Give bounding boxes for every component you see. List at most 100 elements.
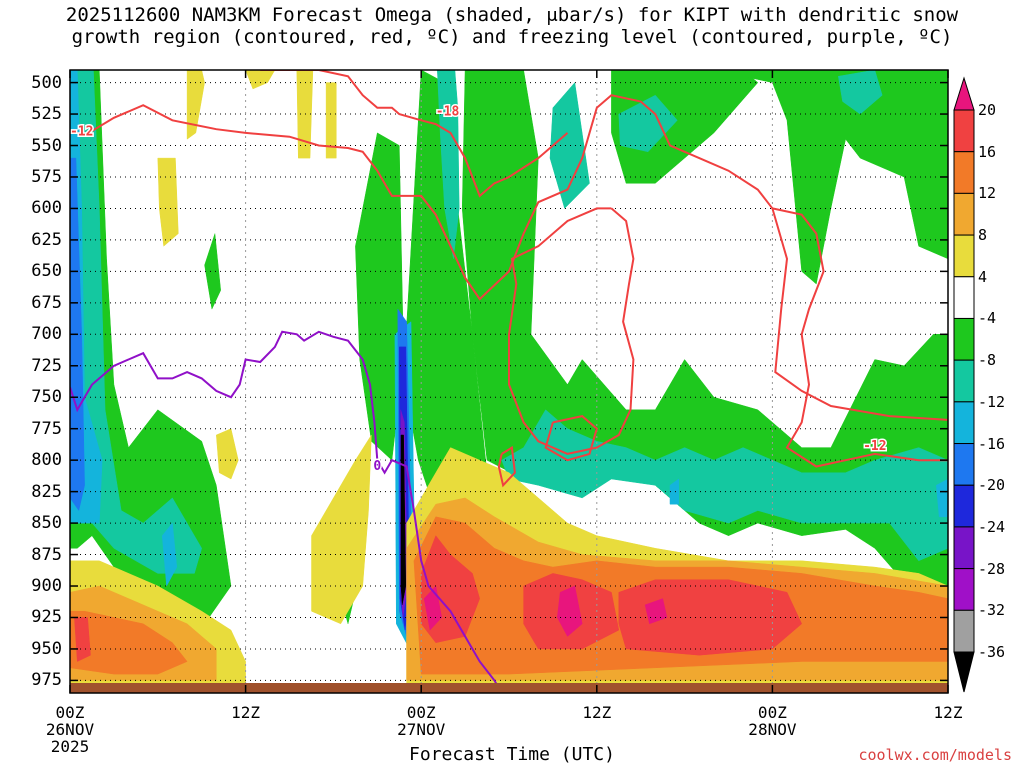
colorbar-box-7 xyxy=(953,359,975,403)
y-tick-label: 900 xyxy=(31,576,62,597)
colorbar-label: 8 xyxy=(978,226,988,245)
omega-region-18 xyxy=(936,478,948,518)
y-tick-label: 850 xyxy=(31,513,62,534)
y-tick-label: 875 xyxy=(31,544,62,565)
omega-region-10 xyxy=(549,82,590,209)
omega-region-13 xyxy=(501,409,948,562)
colorbar-label: -32 xyxy=(978,601,1006,620)
colorbar-box-5 xyxy=(953,276,975,319)
colorbar-label: -36 xyxy=(978,643,1006,661)
omega-region-16 xyxy=(161,522,178,587)
colorbar-label: -12 xyxy=(978,392,1006,411)
y-tick-label: 775 xyxy=(31,418,62,439)
omega-region-17 xyxy=(669,478,679,505)
colorbar-box-1 xyxy=(953,109,975,153)
y-tick-label: 800 xyxy=(31,450,62,471)
y-tick-label: 575 xyxy=(31,166,62,187)
x-tick-label: 12Z xyxy=(582,704,611,721)
colorbar-label: -8 xyxy=(978,351,997,370)
dgz-contour-label-1: -18 xyxy=(436,104,460,119)
x-tick-label-line: 00Z xyxy=(55,703,85,722)
x-tick-label-line: 26NOV xyxy=(45,720,95,739)
title-line-2: growth region (contoured, red, ºC) and f… xyxy=(71,26,953,48)
credit-text: coolwx.com/models xyxy=(858,746,1012,764)
dgz-contour-1 xyxy=(260,70,569,198)
omega-region-42 xyxy=(557,585,583,637)
y-tick-label: 625 xyxy=(31,229,62,250)
y-tick-label: 750 xyxy=(31,387,62,408)
colorbar-box-13 xyxy=(953,609,975,653)
colorbar-label: -16 xyxy=(978,434,1006,453)
omega-region-12 xyxy=(838,70,883,115)
x-axis-title: Forecast Time (UTC) xyxy=(409,744,615,765)
x-tick-label-line: 28NOV xyxy=(748,720,797,739)
dgz-contour-label-0: -12 xyxy=(70,124,93,139)
y-tick-label: 500 xyxy=(31,72,62,93)
x-tick-label-line: 12Z xyxy=(231,703,261,722)
y-tick-label: 525 xyxy=(31,104,62,125)
omega-region-28 xyxy=(296,70,314,159)
x-tick-label: 00Z 28NOV xyxy=(748,704,796,738)
colorbar-label: -20 xyxy=(978,476,1006,495)
omega-region-27 xyxy=(216,428,239,480)
omega-region-29 xyxy=(325,82,337,159)
omega-region-8 xyxy=(70,70,202,574)
x-tick-label-line: 12Z xyxy=(582,703,612,722)
colorbar-top-triangle xyxy=(953,76,975,111)
freezing-level-contour xyxy=(70,330,503,693)
colorbar-box-6 xyxy=(953,317,975,361)
colorbar xyxy=(953,76,975,693)
colorbar-box-10 xyxy=(953,484,975,528)
omega-region-23 xyxy=(400,434,407,605)
omega-region-30 xyxy=(311,434,372,625)
dgz-contour-4 xyxy=(544,415,598,462)
freezing-level-label: 0 xyxy=(373,459,381,474)
colorbar-box-9 xyxy=(953,443,975,486)
x-tick-label-line: 00Z xyxy=(757,703,787,722)
y-tick-label: 700 xyxy=(31,324,62,345)
grid-lines xyxy=(70,70,948,693)
chart-title: 2025112600 NAM3KM Forecast Omega (shaded… xyxy=(0,4,1024,48)
y-tick-label: 600 xyxy=(31,198,62,219)
omega-region-35 xyxy=(70,610,188,675)
dgz-contour-5 xyxy=(497,445,516,488)
terrain-ground xyxy=(70,683,948,693)
colorbar-box-2 xyxy=(953,151,975,194)
colorbar-box-4 xyxy=(953,234,975,278)
y-tick-label: 725 xyxy=(31,355,62,376)
colorbar-box-12 xyxy=(953,568,975,611)
x-tick-label: 00Z 26NOV 2025 xyxy=(46,704,94,755)
omega-region-24 xyxy=(186,70,205,140)
colorbar-label: -24 xyxy=(978,517,1006,536)
colorbar-box-3 xyxy=(953,192,975,236)
x-tick-label: 00Z 27NOV xyxy=(397,704,445,738)
omega-region-6 xyxy=(204,233,221,310)
omega-shading xyxy=(70,70,948,693)
y-tick-label: 550 xyxy=(31,135,62,156)
x-tick-label-line: 27NOV xyxy=(397,720,446,739)
omega-region-37 xyxy=(74,617,91,662)
omega-region-11 xyxy=(618,94,678,153)
dgz-contour-2 xyxy=(772,207,948,468)
x-tick-label-line: 2025 xyxy=(50,737,90,756)
y-tick-label: 950 xyxy=(31,638,62,659)
colorbar-label: 16 xyxy=(978,142,997,161)
x-tick-label-line: 12Z xyxy=(933,703,963,722)
omega-region-2 xyxy=(403,70,488,511)
contours: -12 -18 -12 0 xyxy=(70,70,948,693)
title-line-1: 2025112600 NAM3KM Forecast Omega (shaded… xyxy=(65,4,959,26)
colorbar-bottom-triangle xyxy=(953,651,975,693)
y-tick-label: 975 xyxy=(31,670,62,691)
omega-region-5 xyxy=(742,70,948,285)
colorbar-box-11 xyxy=(953,526,975,570)
plot-frame xyxy=(69,69,949,694)
y-tick-label: 650 xyxy=(31,261,62,282)
x-tick-label: 12Z xyxy=(231,704,260,721)
axis-ticks xyxy=(69,70,949,693)
dgz-contour-0 xyxy=(70,94,948,421)
y-tick-label: 925 xyxy=(31,607,62,628)
dgz-contour-3 xyxy=(508,207,635,455)
colorbar-label: 12 xyxy=(978,184,997,203)
x-tick-label: 12Z xyxy=(934,704,963,721)
